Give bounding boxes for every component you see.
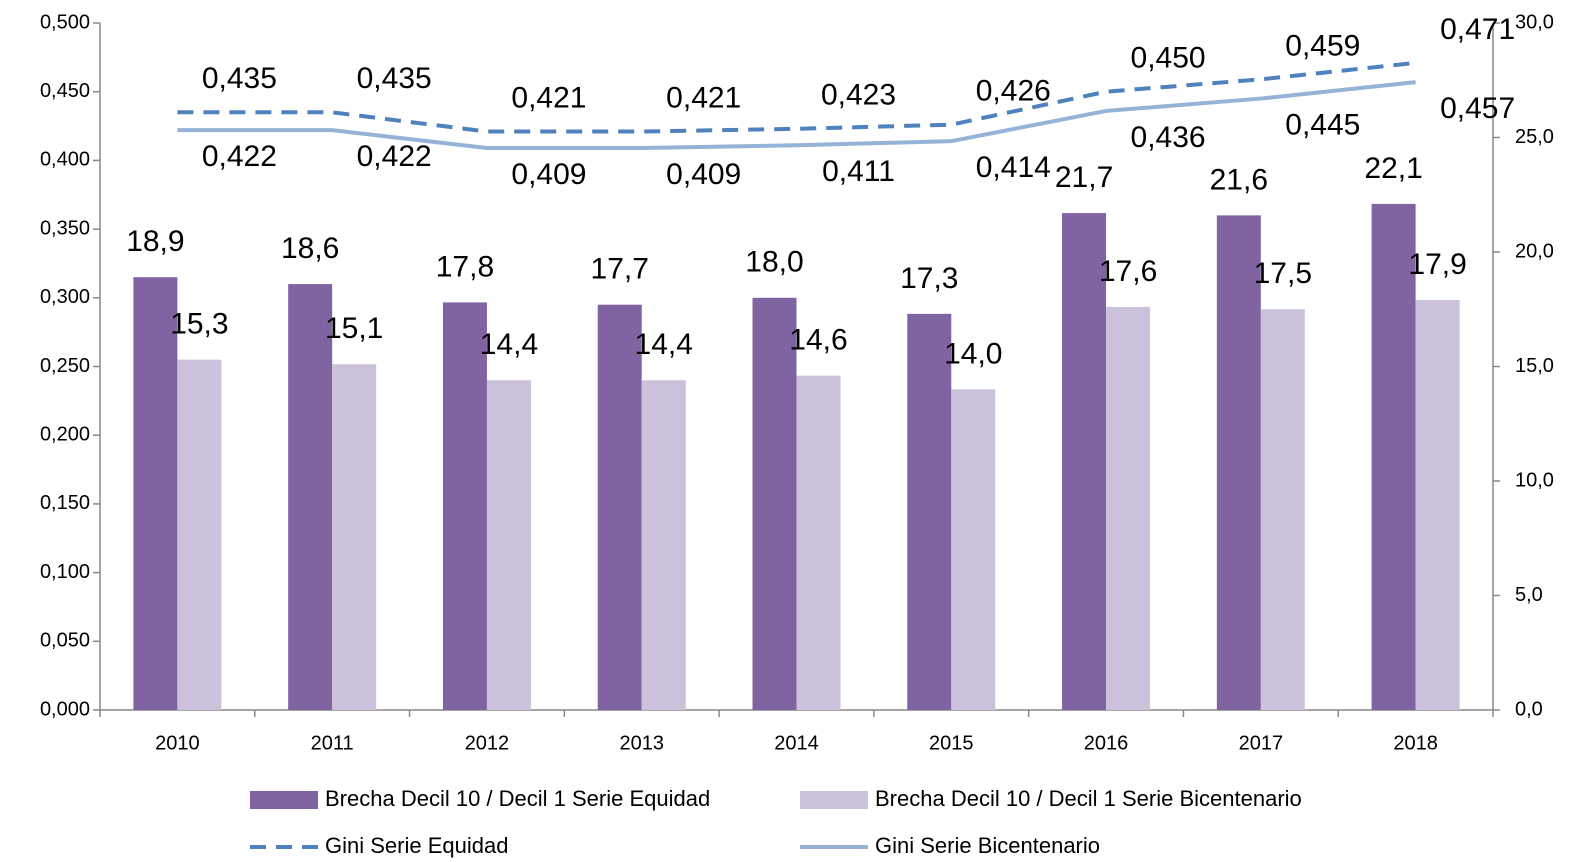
- line-value-label: 0,445: [1285, 108, 1360, 141]
- bar-value-label: 15,3: [170, 308, 228, 341]
- legend-label: Brecha Decil 10 / Decil 1 Serie Equidad: [325, 786, 710, 811]
- line-value-label: 0,421: [511, 81, 586, 114]
- bar-value-label: 17,6: [1099, 255, 1157, 288]
- y2-tick-label: 30,0: [1515, 11, 1554, 33]
- bar-value-label: 14,6: [789, 324, 847, 357]
- line-value-label: 0,459: [1285, 29, 1360, 62]
- x-tick-label: 2016: [1084, 732, 1129, 754]
- line-value-label: 0,411: [822, 155, 895, 188]
- bar-value-label: 15,1: [325, 312, 383, 345]
- bar: [1106, 306, 1151, 710]
- line: [177, 80, 1416, 151]
- bar: [752, 297, 797, 710]
- y-tick-label: 0,250: [40, 355, 90, 377]
- line-value-label: 0,409: [511, 158, 586, 191]
- y-tick-label: 0,300: [40, 286, 90, 308]
- bar: [1062, 213, 1107, 710]
- y-tick-label: 0,400: [40, 149, 90, 171]
- bar: [951, 389, 996, 710]
- line-value-label: 0,422: [202, 140, 277, 173]
- line-value-label: 0,436: [1131, 121, 1206, 154]
- x-tick-label: 2014: [774, 732, 819, 754]
- legend-swatch: [800, 791, 868, 809]
- x-tick-label: 2010: [155, 732, 200, 754]
- legend-swatch: [250, 791, 318, 809]
- bar-value-label: 17,7: [591, 253, 649, 286]
- y2-tick-label: 15,0: [1515, 355, 1554, 377]
- y-tick-label: 0,500: [40, 11, 90, 33]
- bar-value-label: 21,6: [1210, 163, 1268, 196]
- bar: [1415, 300, 1460, 710]
- y-tick-label: 0,100: [40, 561, 90, 583]
- line-value-label: 0,435: [202, 62, 277, 95]
- line-value-label: 0,414: [976, 151, 1051, 184]
- y2-tick-label: 10,0: [1515, 469, 1554, 491]
- bar: [1371, 203, 1416, 710]
- line-value-label: 0,450: [1131, 42, 1206, 75]
- y-tick-label: 0,200: [40, 423, 90, 445]
- bar: [288, 284, 333, 710]
- bar-value-label: 17,9: [1408, 248, 1466, 281]
- y2-tick-label: 25,0: [1515, 126, 1554, 148]
- line-value-label: 0,471: [1440, 13, 1515, 46]
- y2-tick-label: 0,0: [1515, 698, 1543, 720]
- bar-value-label: 18,6: [281, 232, 339, 265]
- bar: [1260, 309, 1305, 710]
- bar: [597, 304, 642, 710]
- x-tick-label: 2018: [1393, 732, 1438, 754]
- y-tick-label: 0,000: [40, 698, 90, 720]
- bar: [641, 380, 686, 710]
- bar-value-label: 17,5: [1254, 257, 1312, 290]
- bar: [133, 277, 178, 710]
- bar-value-label: 21,7: [1055, 161, 1113, 194]
- y2-tick-label: 5,0: [1515, 584, 1543, 606]
- legend-label: Gini Serie Equidad: [325, 833, 508, 858]
- y2-tick-label: 20,0: [1515, 240, 1554, 262]
- bar-value-label: 14,4: [480, 328, 538, 361]
- x-tick-label: 2017: [1239, 732, 1284, 754]
- bar-value-label: 17,8: [436, 250, 494, 283]
- legend-label: Brecha Decil 10 / Decil 1 Serie Bicenten…: [875, 786, 1302, 811]
- bar-value-label: 14,4: [635, 328, 693, 361]
- x-tick-label: 2011: [311, 732, 354, 754]
- y-tick-label: 0,150: [40, 492, 90, 514]
- bar: [486, 380, 531, 710]
- line-value-label: 0,426: [976, 75, 1051, 108]
- bar-value-label: 18,0: [745, 246, 803, 279]
- line-value-label: 0,457: [1440, 92, 1515, 125]
- x-tick-label: 2013: [619, 732, 664, 754]
- y-tick-label: 0,450: [40, 80, 90, 102]
- line-value-label: 0,409: [666, 158, 741, 191]
- line-value-label: 0,421: [666, 81, 741, 114]
- x-tick-label: 2012: [465, 732, 510, 754]
- y-tick-label: 0,350: [40, 217, 90, 239]
- line-value-label: 0,423: [821, 79, 896, 112]
- bar-value-label: 17,3: [900, 262, 958, 295]
- bar-value-label: 22,1: [1364, 152, 1422, 185]
- legend-label: Gini Serie Bicentenario: [875, 833, 1100, 858]
- y-tick-label: 0,050: [40, 630, 90, 652]
- line-value-label: 0,435: [357, 62, 432, 95]
- bar-value-label: 18,9: [126, 225, 184, 258]
- bar: [907, 313, 952, 710]
- bar: [442, 302, 487, 710]
- x-tick-label: 2015: [929, 732, 974, 754]
- bar: [332, 364, 377, 710]
- bar: [177, 359, 222, 710]
- bar-value-label: 14,0: [944, 337, 1002, 370]
- bar: [1216, 215, 1261, 711]
- line-value-label: 0,422: [357, 140, 432, 173]
- bar: [796, 375, 841, 710]
